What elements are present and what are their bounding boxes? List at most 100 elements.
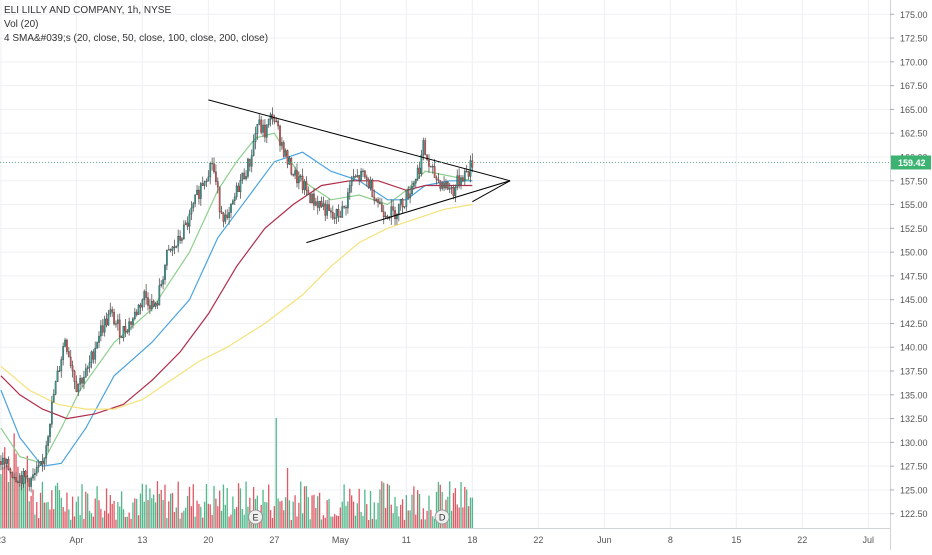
candle-body: [192, 203, 195, 209]
candle-body: [54, 381, 57, 395]
y-tick-label: 145.00: [900, 295, 928, 305]
volume-bar: [21, 475, 23, 528]
candle: [162, 276, 164, 290]
volume-bar: [181, 512, 183, 528]
candle: [81, 376, 83, 388]
candle: [62, 342, 65, 366]
y-tick-label: 132.50: [900, 414, 928, 424]
volume-bar: [364, 489, 366, 528]
candle: [109, 302, 112, 318]
candle-body: [446, 181, 449, 190]
candle: [34, 468, 36, 481]
candle: [267, 118, 270, 128]
candle: [22, 468, 25, 488]
x-axis-labels: 23 Apr 13 20 27 May 11 18 22 Jun 8 15 22 Jul: [0, 535, 874, 545]
volume-bar: [381, 481, 383, 528]
event-marker-d: D: [434, 509, 450, 525]
volume-legend[interactable]: Vol (20): [4, 19, 39, 30]
candle: [154, 301, 157, 310]
volume-bar: [386, 483, 389, 528]
candle-body: [173, 246, 176, 248]
candle: [316, 195, 319, 215]
x-tick-label: 8: [668, 535, 673, 545]
candle: [166, 249, 168, 271]
candle: [264, 119, 266, 143]
candle: [133, 307, 136, 321]
candle-body: [322, 203, 325, 207]
volume-bar: [54, 485, 57, 528]
candle-body: [147, 297, 149, 306]
candle: [173, 239, 176, 255]
candle: [467, 170, 470, 180]
candle-body: [149, 305, 151, 309]
candle-body: [15, 477, 17, 482]
candle: [156, 300, 159, 310]
candle-body: [218, 186, 221, 212]
volume-bar: [430, 509, 432, 528]
trendline-lower: [306, 180, 511, 244]
candle: [365, 174, 368, 187]
candle-body: [160, 284, 163, 286]
candle-body: [43, 457, 46, 465]
triangle-pattern: [208, 99, 511, 244]
candle-body: [439, 180, 442, 189]
candle: [424, 137, 427, 156]
volume-bar: [96, 486, 98, 528]
volume-bar: [49, 509, 51, 528]
volume-bar: [71, 496, 74, 528]
candle: [422, 137, 425, 161]
candle-body: [67, 351, 70, 358]
volume-bar: [413, 486, 415, 528]
candle: [245, 170, 247, 181]
candle-body: [422, 140, 425, 156]
volume-bar: [143, 501, 145, 528]
volume-bar: [288, 500, 291, 528]
volume-bar: [264, 502, 266, 528]
candle-body: [450, 187, 453, 189]
volume-bar: [407, 510, 409, 528]
candle: [292, 173, 295, 177]
candle-body: [241, 172, 244, 181]
candle-body: [196, 189, 198, 195]
volume-bar: [435, 491, 438, 528]
candle-body: [135, 311, 138, 315]
candle: [20, 470, 23, 491]
candle: [454, 184, 457, 203]
candle-body: [264, 124, 266, 138]
y-tick-label: 142.50: [900, 319, 928, 329]
candle: [318, 200, 321, 212]
volume-bar: [234, 508, 236, 528]
candle: [188, 209, 191, 234]
candle-body: [356, 175, 359, 178]
candle: [416, 164, 419, 182]
volume-bar: [309, 519, 311, 528]
candle-body: [377, 199, 379, 203]
grid: [0, 0, 890, 528]
candle-body: [79, 378, 81, 385]
candle-body: [3, 457, 6, 464]
volume-bar: [147, 500, 149, 528]
candle: [7, 456, 10, 471]
volume-bar: [377, 502, 379, 528]
candle: [132, 316, 134, 329]
volume-bar: [405, 495, 408, 528]
candle-body: [465, 170, 468, 173]
candle: [382, 204, 385, 225]
volume-bar: [7, 481, 10, 528]
candle-body: [101, 325, 104, 333]
candle-body: [331, 212, 334, 219]
candle: [320, 196, 323, 208]
symbol-title[interactable]: ELI LILLY AND COMPANY, 1h, NYSE: [4, 5, 172, 16]
volume-bar: [292, 501, 294, 528]
candle: [471, 153, 474, 173]
x-tick-label: 23: [0, 535, 6, 545]
candle-body: [50, 401, 53, 425]
candle-body: [367, 179, 370, 188]
candle: [262, 119, 264, 138]
candle-body: [311, 193, 313, 204]
candle: [384, 211, 387, 219]
sma-legend[interactable]: 4 SMA&#039;s (20, close, 50, close, 100,…: [4, 33, 269, 44]
candle: [216, 177, 219, 194]
candle: [56, 365, 59, 382]
